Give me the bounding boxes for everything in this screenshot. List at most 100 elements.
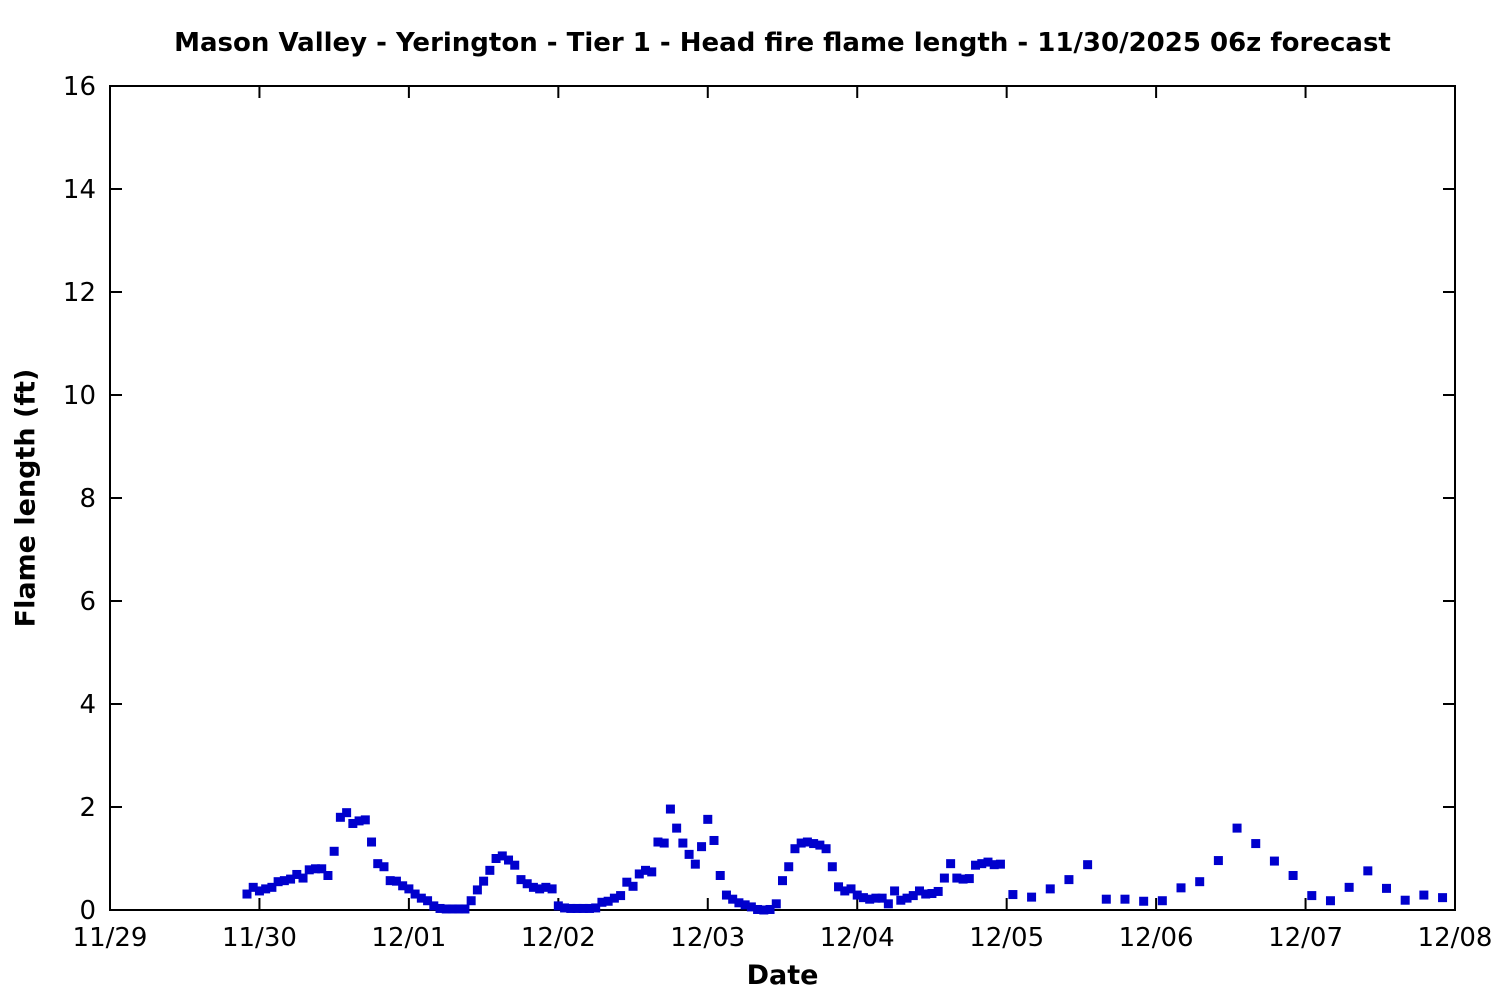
data-point — [1232, 823, 1242, 833]
data-point — [286, 874, 296, 884]
data-point — [323, 870, 333, 880]
data-point — [865, 894, 875, 904]
x-tick-label: 12/04 — [820, 923, 895, 953]
data-point — [304, 865, 314, 875]
data-point — [572, 903, 582, 913]
data-point — [454, 904, 464, 914]
data-point — [466, 896, 476, 906]
y-tick-label: 10 — [63, 381, 96, 411]
data-point — [834, 882, 844, 892]
y-tick-label: 4 — [79, 690, 96, 720]
data-point — [1288, 870, 1298, 880]
data-point — [815, 840, 825, 850]
y-tick-label: 12 — [63, 278, 96, 308]
data-point — [391, 876, 401, 886]
data-point — [1101, 894, 1111, 904]
data-point — [360, 815, 370, 825]
data-point — [765, 904, 775, 914]
data-point — [528, 882, 538, 892]
data-point — [560, 903, 570, 913]
data-point — [510, 860, 520, 870]
data-point — [921, 889, 931, 899]
data-point — [1064, 875, 1074, 885]
data-point — [348, 818, 358, 828]
data-point — [995, 859, 1005, 869]
data-point — [971, 860, 981, 870]
data-point — [883, 899, 893, 909]
y-axis-label: Flame length (ft) — [10, 368, 42, 628]
data-point — [373, 859, 383, 869]
data-point — [665, 804, 675, 814]
y-tick-label: 2 — [79, 793, 96, 823]
data-point — [809, 839, 819, 849]
data-point — [703, 814, 713, 824]
data-point — [939, 873, 949, 883]
data-point — [254, 886, 264, 896]
data-point — [547, 884, 557, 894]
data-point — [628, 881, 638, 891]
data-point — [634, 869, 644, 879]
data-point — [584, 903, 594, 913]
data-point — [846, 884, 856, 894]
y-tick-label: 6 — [79, 587, 96, 617]
data-point — [914, 886, 924, 896]
data-point — [1363, 866, 1373, 876]
x-tick-label: 12/05 — [969, 923, 1044, 953]
data-point — [1269, 856, 1279, 866]
data-point — [753, 904, 763, 914]
data-point — [709, 835, 719, 845]
data-point — [504, 855, 514, 865]
x-tick-label: 12/06 — [1119, 923, 1194, 953]
data-point — [335, 812, 345, 822]
data-point — [784, 862, 794, 872]
x-tick-label: 12/08 — [1418, 923, 1493, 953]
data-point — [485, 865, 495, 875]
data-point — [1213, 856, 1223, 866]
data-point — [597, 897, 607, 907]
data-point — [983, 857, 993, 867]
data-point — [1307, 891, 1317, 901]
data-point — [659, 838, 669, 848]
data-point — [497, 851, 507, 861]
data-point — [261, 884, 271, 894]
data-point — [1251, 839, 1261, 849]
data-point — [802, 837, 812, 847]
data-point — [472, 885, 482, 895]
data-point — [1400, 895, 1410, 905]
data-point — [279, 876, 289, 886]
data-point — [1139, 896, 1149, 906]
data-point — [242, 889, 252, 899]
data-point — [292, 869, 302, 879]
data-point — [298, 873, 308, 883]
data-point — [653, 837, 663, 847]
data-point — [591, 903, 601, 913]
data-point — [734, 898, 744, 908]
data-point — [1027, 892, 1037, 902]
data-point — [379, 862, 389, 872]
data-point — [535, 884, 545, 894]
y-tick-label: 0 — [79, 896, 96, 926]
data-point — [423, 896, 433, 906]
data-point — [641, 865, 651, 875]
data-point — [690, 859, 700, 869]
data-point — [890, 886, 900, 896]
data-point — [1083, 860, 1093, 870]
data-point — [491, 854, 501, 863]
data-point — [404, 884, 414, 894]
data-point — [946, 859, 956, 869]
data-point — [790, 844, 800, 854]
data-point — [248, 882, 258, 892]
data-point — [342, 808, 352, 818]
data-point — [541, 882, 551, 892]
data-point — [778, 876, 787, 886]
data-point — [273, 877, 283, 887]
data-point — [759, 905, 769, 915]
data-point — [989, 860, 999, 870]
data-point — [684, 849, 694, 859]
data-point — [796, 838, 806, 848]
data-point — [1382, 883, 1392, 893]
data-point — [1045, 884, 1055, 894]
data-point — [647, 867, 657, 877]
